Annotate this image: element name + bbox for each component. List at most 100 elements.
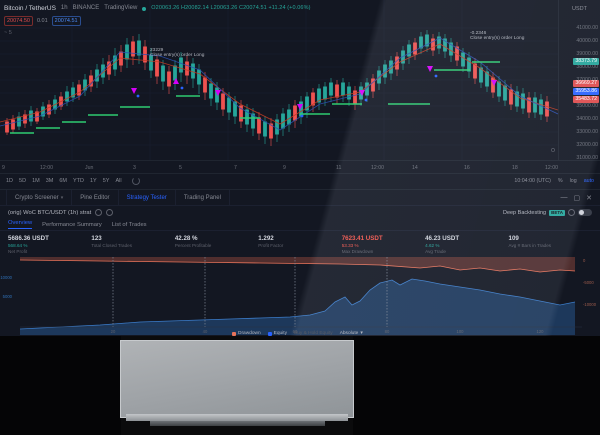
equity-chart-svg: 10000 5000 0 -5000 -10000 20 40 60 80 100 12… (0, 257, 600, 336)
stat-avg-bars-in-trades: 109 Avg # Bars in Trades (509, 235, 592, 257)
scale-auto-toggle[interactable]: auto (583, 178, 594, 184)
tab-trading-panel[interactable]: Trading Panel (176, 189, 230, 206)
tab-crypto-screener[interactable]: Crypto Screener ▾ (6, 189, 73, 206)
timeframe-ytd[interactable]: YTD (72, 178, 84, 184)
svg-text:120: 120 (537, 329, 545, 334)
annotation-text-1: Close entry(s) order Long (150, 53, 205, 58)
clock-label[interactable]: 10:04:00 (UTC) (514, 178, 551, 184)
timeframe-all[interactable]: All (115, 178, 122, 184)
equity-line (19, 278, 576, 330)
tab-pine-editor[interactable]: Pine Editor (72, 189, 119, 206)
scale-percent-toggle[interactable]: % (557, 178, 563, 184)
info-icon[interactable] (568, 209, 575, 216)
legend-drawdown[interactable]: Drawdown (232, 331, 261, 336)
equity-drawdown-chart[interactable]: 10000 5000 0 -5000 -10000 20 40 60 80 100 12… (0, 257, 600, 336)
legend-equity[interactable]: Equity (267, 331, 287, 336)
symbol-title[interactable]: Bitcoin / TetherUS (4, 5, 56, 12)
price-scale[interactable]: USDT 41000.00 40000.00 39000.00 38000.00… (558, 0, 600, 161)
tab-strategy-tester[interactable]: Strategy Tester (119, 189, 176, 206)
annotation-price-1: 23229 (150, 48, 164, 53)
time-tick: 11 (336, 165, 342, 171)
svg-text:-10000: -10000 (583, 302, 597, 307)
subtab-overview[interactable]: Overview (8, 220, 33, 229)
subtab-performance-summary[interactable]: Performance Summary (42, 221, 102, 228)
stat-label: Net Profit (8, 249, 28, 254)
subtab-list-of-trades[interactable]: List of Trades (111, 221, 147, 228)
ma-line-red (0, 43, 558, 125)
price-tick: 31000.00 (576, 155, 598, 161)
gear-icon[interactable] (95, 209, 103, 216)
minimize-icon[interactable]: — (560, 194, 568, 201)
price-tick: 35000.00 (576, 103, 598, 109)
stat-percent: 53.33 % (341, 243, 359, 248)
reset-chart-icon[interactable] (131, 177, 140, 185)
time-scale[interactable]: 9 12:00 Jun 3 5 7 9 11 12:00 14 16 18 12… (0, 160, 600, 174)
time-tick: 12:00 (371, 165, 384, 171)
timeframe-toolbar: 1D 5D 1M 3M 6M YTD 1Y 5Y All 10:04:00 (U… (0, 174, 600, 188)
timeframe-3m[interactable]: 3M (45, 178, 54, 184)
price-scale-currency[interactable]: USDT (572, 6, 587, 12)
strategy-name: (orig) WoC BTC/USDT (1h) strat (8, 209, 92, 216)
refresh-icon[interactable] (106, 209, 114, 216)
time-tick: 7 (234, 165, 237, 171)
price-tick: 41000.00 (576, 25, 598, 31)
deep-backtesting-toggle[interactable] (578, 209, 592, 216)
stat-percent: 4.62 % (425, 243, 440, 248)
legend-label: Drawdown (238, 331, 261, 336)
timeframe-1m[interactable]: 1M (32, 178, 40, 184)
legend-absolute-dropdown[interactable]: Absolute ▾ (340, 331, 363, 336)
chart-pane[interactable]: 23229 Close entry(s) order Long -0.2346 … (0, 0, 558, 160)
stat-avg-trade: 46.23 USDT 4.62 % Avg Trade (425, 235, 508, 257)
scale-log-toggle[interactable]: log (569, 178, 577, 184)
chevron-down-icon: ▾ (60, 194, 64, 201)
timeframe-1d[interactable]: 1D (6, 178, 14, 184)
strategy-header-row: (orig) WoC BTC/USDT (1h) strat Deep Back… (0, 206, 600, 219)
ma-line-blue (0, 37, 558, 131)
time-tick: 18 (512, 165, 518, 171)
price-badge-stop: 36669.27 (573, 80, 599, 87)
stat-value: 1.292 (258, 235, 274, 242)
stat-net-profit: 5686.36 USDT 568.64 % Net Profit (8, 235, 91, 257)
svg-text:20: 20 (111, 329, 116, 334)
stat-total-closed-trades: 123 Total Closed Trades (91, 235, 174, 257)
close-icon[interactable]: ✕ (586, 194, 592, 202)
stat-percent-profitable: 42.28 % Percent Profitable (175, 235, 258, 257)
timeframe-1y[interactable]: 1Y (89, 178, 97, 184)
exchange-label: BINANCE (72, 5, 100, 11)
stat-label: Total Closed Trades (91, 243, 133, 248)
drawdown-area (20, 257, 575, 272)
monitor-stand-neck (126, 414, 348, 421)
stat-value: 7623.41 USDT (341, 235, 383, 242)
price-badge-last: 35953.86 (573, 88, 599, 95)
equity-chart-legend: Drawdown Equity Buy & Hold Equity Absolu… (232, 331, 363, 336)
monitor-stand-foot (150, 421, 325, 426)
stat-percent: 568.64 % (8, 243, 28, 248)
time-tick: 9 (2, 165, 5, 171)
stat-profit-factor: 1.292 Profit Factor (258, 235, 341, 257)
strategy-subtab-bar: Overview Performance Summary List of Tra… (0, 219, 600, 231)
timeframe-6m[interactable]: 6M (59, 178, 67, 184)
desk-shadow-right (353, 336, 600, 435)
time-tick: 14 (412, 165, 418, 171)
stat-value: 5686.36 USDT (8, 235, 49, 242)
time-tick: 5 (179, 165, 182, 171)
svg-text:0: 0 (583, 258, 586, 263)
chart-annotation-2: -0.2346 Close entry(s) order Long (470, 31, 524, 41)
svg-text:100: 100 (457, 329, 465, 334)
price-badge-target: 35483.72 (573, 96, 599, 103)
deep-backtesting-label: Deep Backtesting (502, 209, 547, 216)
bid-price: 20074.50 (4, 16, 33, 26)
time-tick: 3 (133, 165, 136, 171)
price-tick: 39000.00 (576, 51, 598, 57)
indicator-legend[interactable]: ~ 5 (4, 30, 12, 36)
price-badge-entry: 38373.79 (573, 58, 599, 65)
timeframe-5y[interactable]: 5Y (102, 178, 110, 184)
interval-label[interactable]: 1h (60, 5, 68, 11)
legend-buy-hold-equity[interactable]: Buy & Hold Equity (294, 331, 333, 336)
timeframe-5d[interactable]: 5D (19, 178, 27, 184)
svg-text:40: 40 (203, 329, 208, 334)
maximize-icon[interactable]: ▢ (573, 194, 581, 202)
equity-area (20, 279, 575, 335)
time-tick: 12:00 (40, 165, 53, 171)
stat-max-drawdown: 7623.41 USDT 53.33 % Max Drawdown (342, 235, 425, 257)
